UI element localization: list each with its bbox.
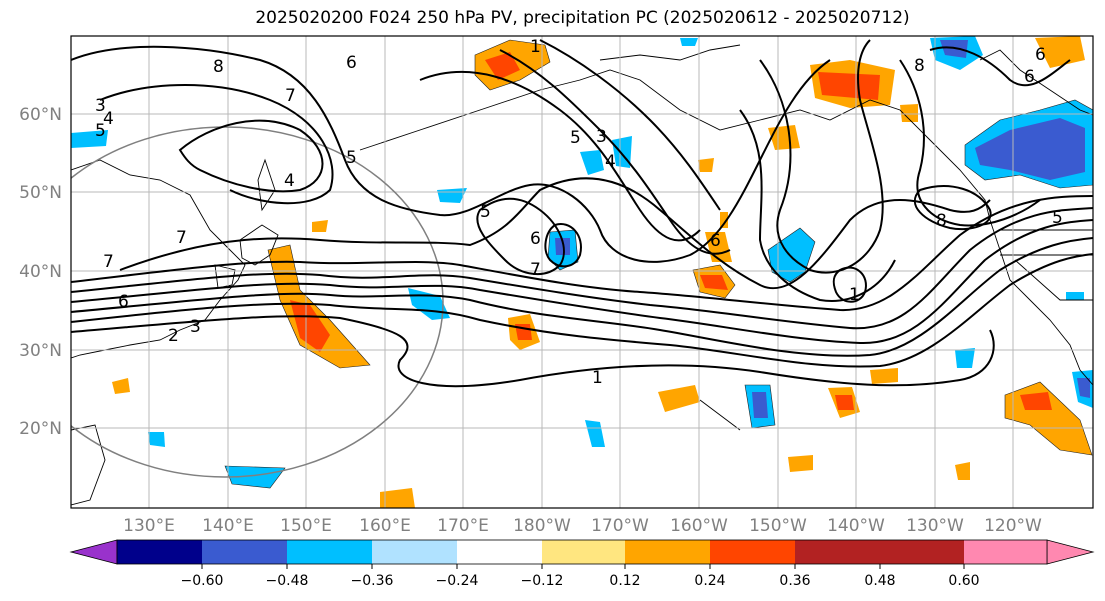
contour-label: 1 — [530, 37, 541, 57]
contour-label: 5 — [480, 202, 491, 222]
lon-label-150e: 150°E — [280, 516, 332, 536]
lon-label-160e: 160°E — [359, 516, 411, 536]
colorbar-tick-label: −0.60 — [181, 573, 224, 589]
contour-label: 6 — [118, 292, 129, 312]
contour-label: 6 — [346, 53, 357, 73]
lon-label-130e: 130°E — [123, 516, 175, 536]
colorbar-bin — [542, 540, 625, 564]
map-field: 8 6 7 3 4 5 4 5 7 7 6 2 3 1 5 6 7 3 5 4 … — [71, 36, 1093, 508]
lat-label-20n: 20°N — [19, 419, 62, 439]
lon-label-140e: 140°E — [202, 516, 254, 536]
contour-label: 6 — [1035, 45, 1046, 65]
colorbar-extend-min — [69, 539, 118, 565]
colorbar-tick-label: 0.24 — [694, 573, 725, 589]
colorbar-bin — [710, 540, 795, 564]
lat-label-60n: 60°N — [19, 105, 62, 125]
colorbar-extend-max — [1046, 539, 1095, 565]
contour-label: 6 — [530, 229, 541, 249]
longitude-labels: 130°E 140°E 150°E 160°E 170°E 180°W 170°… — [123, 516, 1042, 536]
contour-label: 5 — [570, 128, 581, 148]
colorbar-bin — [880, 540, 964, 564]
contour-label: 8 — [936, 211, 947, 231]
map-title: 2025020200 F024 250 hPa PV, precipitatio… — [255, 8, 910, 28]
lon-label-180w: 180°W — [513, 516, 571, 536]
colorbar: −0.60 −0.48 −0.36 −0.24 −0.12 0.12 0.24 … — [69, 539, 1095, 589]
contour-label: 7 — [176, 228, 187, 248]
contour-label: 4 — [103, 109, 114, 129]
colorbar-bin — [117, 540, 202, 564]
contour-label: 2 — [168, 326, 179, 346]
colorbar-tick-label: −0.12 — [521, 573, 564, 589]
contour-label: 5 — [95, 121, 106, 141]
colorbar-bin — [795, 540, 880, 564]
colorbar-tick-label: −0.24 — [436, 573, 479, 589]
contour-label: 3 — [596, 127, 607, 147]
colorbar-tick-label: 0.12 — [609, 573, 640, 589]
lon-label-120w: 120°W — [984, 516, 1042, 536]
colorbar-tick-label: 0.48 — [864, 573, 895, 589]
lon-label-140w: 140°W — [827, 516, 885, 536]
contour-label: 7 — [103, 252, 114, 272]
contour-label: 5 — [1052, 208, 1063, 228]
lon-label-170w: 170°W — [591, 516, 649, 536]
lat-label-30n: 30°N — [19, 341, 62, 361]
positive-precip-anomalies — [112, 36, 1093, 508]
contour-label: 6 — [710, 231, 721, 251]
graticule — [71, 36, 1093, 508]
contour-label: 8 — [213, 57, 224, 77]
lon-label-150w: 150°W — [749, 516, 807, 536]
contour-label: 4 — [284, 171, 295, 191]
contour-label: 3 — [190, 317, 201, 337]
contour-label: 5 — [346, 148, 357, 168]
lon-label-130w: 130°W — [906, 516, 964, 536]
contour-label: 7 — [530, 260, 541, 280]
colorbar-bin — [964, 540, 1047, 564]
lon-label-160w: 160°W — [670, 516, 728, 536]
colorbar-tick-label: 0.60 — [948, 573, 979, 589]
contour-label: 6 — [1024, 67, 1035, 87]
negative-precip-anomalies — [71, 36, 1093, 489]
colorbar-tick-label: 0.36 — [779, 573, 810, 589]
lat-label-40n: 40°N — [19, 262, 62, 282]
map-frame — [70, 35, 1094, 509]
contour-label: 3 — [95, 96, 106, 116]
lon-label-170e: 170°E — [437, 516, 489, 536]
contour-label: 7 — [285, 86, 296, 106]
contour-label: 1 — [849, 285, 860, 305]
colorbar-bin — [202, 540, 287, 564]
contour-label: 8 — [914, 56, 925, 76]
colorbar-outline — [116, 539, 1048, 565]
latitude-labels: 60°N 50°N 40°N 30°N 20°N — [19, 105, 62, 439]
colorbar-bin — [625, 540, 710, 564]
lat-label-50n: 50°N — [19, 183, 62, 203]
contour-label: 1 — [592, 368, 603, 388]
colorbar-bin — [287, 540, 372, 564]
colorbar-bin — [372, 540, 457, 564]
contour-labels: 8 6 7 3 4 5 4 5 7 7 6 2 3 1 5 6 7 3 5 4 … — [95, 37, 1063, 388]
colorbar-tick-label: −0.48 — [266, 573, 309, 589]
colorbar-bin — [457, 540, 542, 564]
reference-circle — [71, 126, 444, 478]
contour-label: 4 — [605, 152, 616, 172]
colorbar-tick-label: −0.36 — [351, 573, 394, 589]
pv-contours — [71, 39, 1093, 388]
coastlines — [71, 44, 1093, 506]
